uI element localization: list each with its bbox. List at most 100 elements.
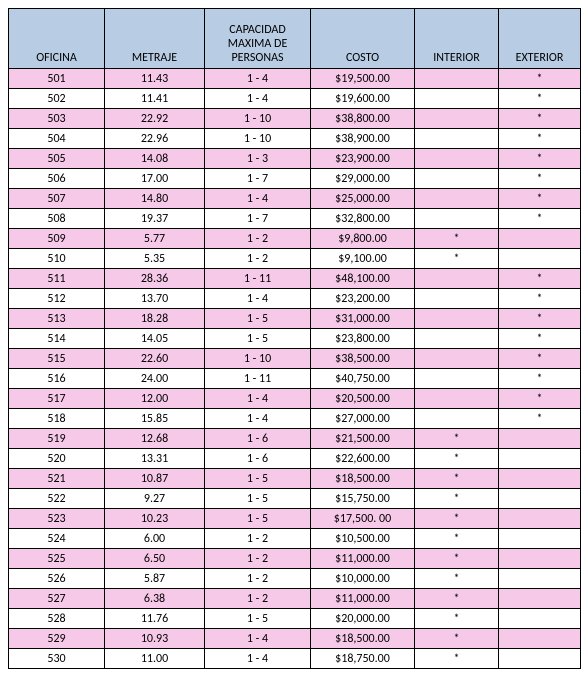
cell-costo: $40,750.00 bbox=[311, 369, 415, 389]
cell-exterior bbox=[499, 569, 581, 589]
cell-oficina: 527 bbox=[9, 589, 105, 609]
cell-exterior: * bbox=[499, 189, 581, 209]
cell-capacidad: 1 - 5 bbox=[205, 489, 311, 509]
cell-costo: $20,500.00 bbox=[311, 389, 415, 409]
cell-costo: $9,100.00 bbox=[311, 249, 415, 269]
cell-costo: $11,000.00 bbox=[311, 589, 415, 609]
cell-exterior: * bbox=[499, 329, 581, 349]
cell-costo: $18,500.00 bbox=[311, 469, 415, 489]
cell-oficina: 506 bbox=[9, 169, 105, 189]
cell-metraje: 11.41 bbox=[105, 89, 205, 109]
cell-metraje: 10.87 bbox=[105, 469, 205, 489]
table-row: 51414.051 - 5$23,800.00* bbox=[9, 329, 581, 349]
cell-exterior: * bbox=[499, 289, 581, 309]
cell-interior: * bbox=[415, 649, 499, 669]
cell-costo: $17,500. 00 bbox=[311, 509, 415, 529]
cell-capacidad: 1 - 2 bbox=[205, 589, 311, 609]
cell-interior: * bbox=[415, 629, 499, 649]
cell-costo: $10,000.00 bbox=[311, 569, 415, 589]
cell-oficina: 526 bbox=[9, 569, 105, 589]
cell-costo: $9,800.00 bbox=[311, 229, 415, 249]
cell-metraje: 14.08 bbox=[105, 149, 205, 169]
cell-metraje: 5.87 bbox=[105, 569, 205, 589]
table-row: 5105.351 - 2$9,100.00* bbox=[9, 249, 581, 269]
cell-capacidad: 1 - 4 bbox=[205, 649, 311, 669]
table-row: 50514.081 - 3$23,900.00* bbox=[9, 149, 581, 169]
cell-interior bbox=[415, 369, 499, 389]
cell-capacidad: 1 - 4 bbox=[205, 69, 311, 89]
cell-exterior bbox=[499, 629, 581, 649]
cell-metraje: 13.31 bbox=[105, 449, 205, 469]
cell-metraje: 10.23 bbox=[105, 509, 205, 529]
cell-exterior: * bbox=[499, 129, 581, 149]
cell-capacidad: 1 - 4 bbox=[205, 409, 311, 429]
cell-exterior: * bbox=[499, 309, 581, 329]
cell-metraje: 9.27 bbox=[105, 489, 205, 509]
cell-costo: $22,600.00 bbox=[311, 449, 415, 469]
cell-metraje: 13.70 bbox=[105, 289, 205, 309]
cell-capacidad: 1 - 6 bbox=[205, 449, 311, 469]
cell-capacidad: 1 - 7 bbox=[205, 169, 311, 189]
office-pricing-table: OFICINA METRAJE CAPACIDAD MAXIMA DE PERS… bbox=[8, 8, 581, 669]
cell-oficina: 501 bbox=[9, 69, 105, 89]
cell-interior bbox=[415, 169, 499, 189]
cell-metraje: 10.93 bbox=[105, 629, 205, 649]
cell-oficina: 515 bbox=[9, 349, 105, 369]
cell-exterior bbox=[499, 609, 581, 629]
table-row: 50111.431 - 4$19,500.00* bbox=[9, 69, 581, 89]
table-row: 52811.761 - 5$20,000.00* bbox=[9, 609, 581, 629]
cell-interior: * bbox=[415, 489, 499, 509]
cell-capacidad: 1 - 5 bbox=[205, 309, 311, 329]
cell-exterior bbox=[499, 229, 581, 249]
cell-exterior bbox=[499, 429, 581, 449]
cell-interior bbox=[415, 329, 499, 349]
cell-interior bbox=[415, 89, 499, 109]
col-header-capacidad: CAPACIDAD MAXIMA DE PERSONAS bbox=[205, 9, 311, 69]
cell-capacidad: 1 - 7 bbox=[205, 209, 311, 229]
cell-capacidad: 1 - 11 bbox=[205, 269, 311, 289]
table-body: 50111.431 - 4$19,500.00*50211.411 - 4$19… bbox=[9, 69, 581, 669]
cell-oficina: 510 bbox=[9, 249, 105, 269]
cell-exterior bbox=[499, 249, 581, 269]
cell-costo: $38,800.00 bbox=[311, 109, 415, 129]
cell-metraje: 12.68 bbox=[105, 429, 205, 449]
cell-capacidad: 1 - 5 bbox=[205, 609, 311, 629]
cell-capacidad: 1 - 5 bbox=[205, 509, 311, 529]
table-row: 50422.961 - 10$38,900.00* bbox=[9, 129, 581, 149]
col-header-oficina: OFICINA bbox=[9, 9, 105, 69]
col-header-costo: COSTO bbox=[311, 9, 415, 69]
table-row: 5246.001 - 2$10,500.00* bbox=[9, 529, 581, 549]
cell-capacidad: 1 - 4 bbox=[205, 289, 311, 309]
cell-costo: $15,750.00 bbox=[311, 489, 415, 509]
cell-metraje: 19.37 bbox=[105, 209, 205, 229]
cell-exterior bbox=[499, 649, 581, 669]
table-row: 53011.001 - 4$18,750.00* bbox=[9, 649, 581, 669]
cell-capacidad: 1 - 2 bbox=[205, 249, 311, 269]
cell-metraje: 5.77 bbox=[105, 229, 205, 249]
table-row: 52110.871 - 5$18,500.00* bbox=[9, 469, 581, 489]
cell-costo: $38,500.00 bbox=[311, 349, 415, 369]
cell-interior: * bbox=[415, 529, 499, 549]
cell-oficina: 509 bbox=[9, 229, 105, 249]
cell-metraje: 6.50 bbox=[105, 549, 205, 569]
cell-oficina: 525 bbox=[9, 549, 105, 569]
cell-exterior: * bbox=[499, 389, 581, 409]
table-row: 50322.921 - 10$38,800.00* bbox=[9, 109, 581, 129]
col-header-interior: INTERIOR bbox=[415, 9, 499, 69]
cell-exterior: * bbox=[499, 69, 581, 89]
cell-capacidad: 1 - 4 bbox=[205, 89, 311, 109]
table-row: 50211.411 - 4$19,600.00* bbox=[9, 89, 581, 109]
table-row: 52310.231 - 5$17,500. 00* bbox=[9, 509, 581, 529]
cell-costo: $11,000.00 bbox=[311, 549, 415, 569]
cell-exterior bbox=[499, 469, 581, 489]
cell-oficina: 516 bbox=[9, 369, 105, 389]
cell-exterior: * bbox=[499, 369, 581, 389]
cell-exterior bbox=[499, 589, 581, 609]
cell-costo: $48,100.00 bbox=[311, 269, 415, 289]
cell-exterior: * bbox=[499, 269, 581, 289]
cell-costo: $19,600.00 bbox=[311, 89, 415, 109]
table-row: 5256.501 - 2$11,000.00* bbox=[9, 549, 581, 569]
cell-interior bbox=[415, 209, 499, 229]
table-row: 51912.681 - 6$21,500.00* bbox=[9, 429, 581, 449]
table-row: 5265.871 - 2$10,000.00* bbox=[9, 569, 581, 589]
